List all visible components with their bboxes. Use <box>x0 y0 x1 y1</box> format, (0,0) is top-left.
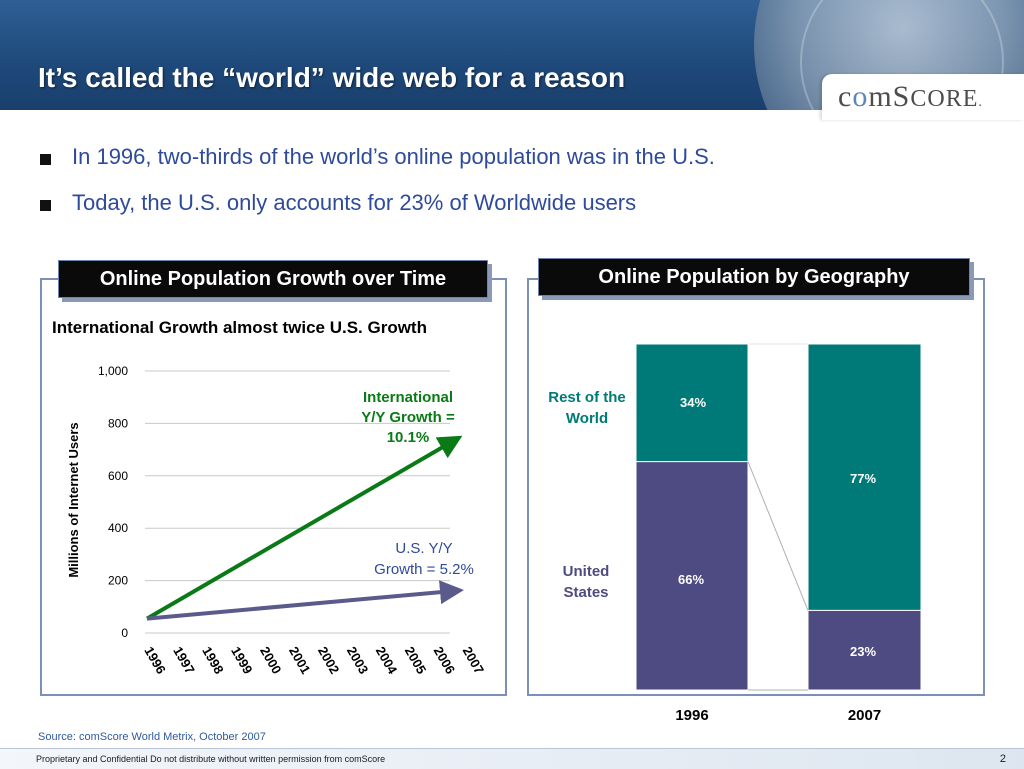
international-growth-annotation: 10.1% <box>387 429 430 446</box>
y-tick-label: 600 <box>108 469 128 483</box>
bar-segment-united-states <box>807 609 922 691</box>
bar-segment-rest-of-world <box>635 343 749 463</box>
x-tick-label: 1996 <box>141 644 168 677</box>
x-tick-label: 2006 <box>431 644 458 677</box>
logo-wordmark: comSCORE. <box>838 80 983 113</box>
connector-line <box>747 461 809 611</box>
us-growth-annotation: Growth = 5.2% <box>374 561 474 578</box>
x-tick-label: 1997 <box>170 644 197 677</box>
data-label: 34% <box>680 395 706 410</box>
y-tick-label: 200 <box>108 574 128 588</box>
slide-header: It’s called the “world” wide web for a r… <box>0 0 1024 110</box>
us-growth-annotation: U.S. Y/Y <box>395 540 452 557</box>
x-category-label: 2007 <box>848 707 881 724</box>
x-tick-label: 1999 <box>228 644 255 677</box>
comscore-logo: comSCORE. <box>822 74 1024 120</box>
data-label: 66% <box>678 572 704 587</box>
legend-label-united-states: States <box>563 584 608 601</box>
series-line-international <box>145 435 463 621</box>
confidentiality-notice: Proprietary and Confidential Do not dist… <box>36 754 386 764</box>
page-number: 2 <box>999 753 1006 765</box>
x-tick-label: 2005 <box>402 644 429 677</box>
x-tick-label: 1998 <box>199 644 226 677</box>
footer-bar: Proprietary and Confidential Do not dist… <box>0 748 1024 769</box>
slide-title: It’s called the “world” wide web for a r… <box>38 62 626 93</box>
y-tick-label: 800 <box>108 416 128 430</box>
x-tick-label: 2003 <box>344 644 371 677</box>
bar-segment-united-states <box>635 461 749 691</box>
legend-label-rest-of-world: World <box>566 410 608 427</box>
legend-label-united-states: United <box>563 563 610 580</box>
bar-gap <box>747 343 809 691</box>
y-tick-label: 400 <box>108 521 128 535</box>
line-chart: 0 200 400 600 800 1,000 Millions of Internet U… <box>66 364 487 677</box>
y-tick-label: 1,000 <box>98 364 128 378</box>
stacked-bar-chart: 1996 2007 34% 66% 77% 23% Rest of the World Unit… <box>548 343 922 724</box>
data-label: 77% <box>850 471 876 486</box>
data-label: 23% <box>850 644 876 659</box>
source-note: Source: comScore World Metrix, October 2… <box>38 731 266 743</box>
y-axis-label: Millions of Internet Users <box>66 422 81 577</box>
international-growth-annotation: International <box>363 389 453 406</box>
line-chart-title: International Growth almost twice U.S. G… <box>52 318 427 337</box>
growth-panel <box>40 278 507 696</box>
bullet-square-icon <box>40 154 51 165</box>
international-growth-annotation: Y/Y Growth = <box>361 409 455 426</box>
x-tick-label: 2001 <box>286 644 313 677</box>
growth-panel-title: Online Population Growth over Time <box>58 260 488 298</box>
x-tick-label: 2000 <box>257 644 284 677</box>
legend-label-rest-of-world: Rest of the <box>548 389 626 406</box>
geography-panel-title: Online Population by Geography <box>538 258 970 296</box>
x-tick-label: 2004 <box>373 644 401 677</box>
bullet-text: Today, the U.S. only accounts for 23% of… <box>72 190 637 215</box>
bullet-text: In 1996, two-thirds of the world’s onlin… <box>72 144 715 169</box>
x-category-label: 1996 <box>675 707 708 724</box>
y-tick-label: 0 <box>121 626 128 640</box>
x-tick-label: 2002 <box>315 644 342 677</box>
x-tick-label: 2007 <box>460 644 487 677</box>
bar-segment-rest-of-world <box>807 343 922 611</box>
bullet-square-icon <box>40 200 51 211</box>
globe-outline <box>800 0 1004 110</box>
series-line-us <box>146 580 464 621</box>
